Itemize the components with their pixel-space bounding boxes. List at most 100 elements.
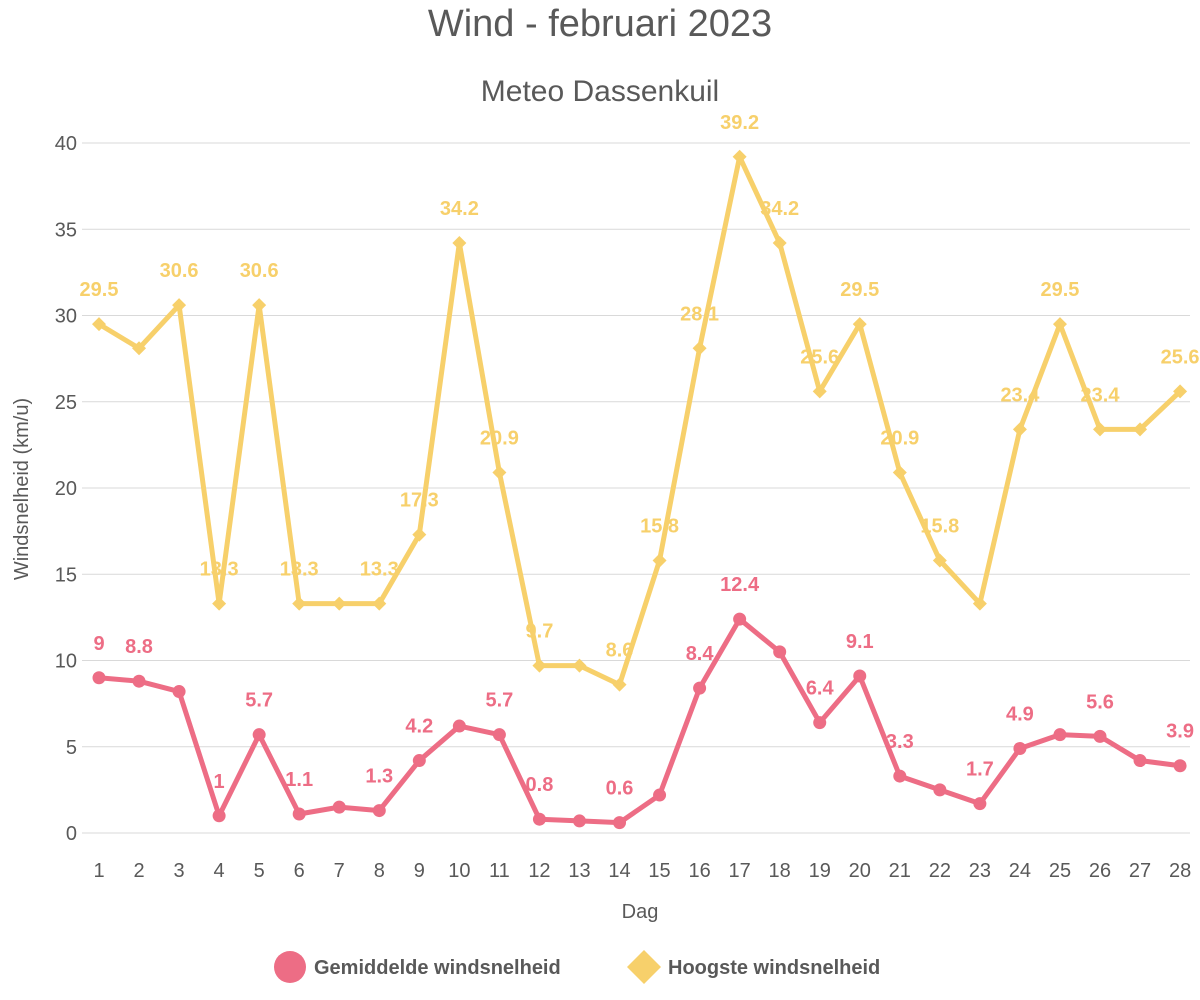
- data-label: 9.1: [846, 631, 874, 653]
- data-point[interactable]: [172, 298, 187, 313]
- data-label: 5.6: [1086, 691, 1114, 713]
- data-point[interactable]: [532, 812, 546, 826]
- data-label: 20.9: [880, 427, 919, 449]
- data-point[interactable]: [212, 809, 226, 823]
- data-point[interactable]: [613, 816, 627, 830]
- data-point[interactable]: [252, 728, 266, 742]
- x-tick-label: 19: [809, 860, 831, 882]
- x-axis-title: Dag: [622, 901, 659, 923]
- series-line: [96, 616, 1183, 826]
- legend: Gemiddelde windsnelheid Hoogste windsnel…: [274, 950, 880, 984]
- data-point[interactable]: [572, 814, 586, 828]
- data-point[interactable]: [1053, 728, 1067, 742]
- data-point[interactable]: [372, 596, 387, 611]
- data-point[interactable]: [732, 149, 747, 164]
- data-point[interactable]: [933, 783, 947, 797]
- data-point[interactable]: [252, 298, 267, 313]
- data-point[interactable]: [572, 658, 587, 673]
- data-point[interactable]: [92, 317, 106, 332]
- data-point[interactable]: [773, 645, 787, 659]
- y-tick-label: 30: [55, 306, 77, 328]
- data-point[interactable]: [973, 797, 987, 811]
- data-point[interactable]: [452, 236, 467, 251]
- x-tick-label: 5: [254, 860, 265, 882]
- data-point[interactable]: [612, 677, 627, 692]
- data-point[interactable]: [1133, 422, 1148, 437]
- data-point[interactable]: [412, 527, 427, 542]
- data-point[interactable]: [1093, 422, 1107, 437]
- data-point[interactable]: [1173, 384, 1188, 399]
- data-label: 28.1: [680, 303, 719, 325]
- data-point[interactable]: [492, 728, 506, 742]
- data-point[interactable]: [332, 596, 347, 611]
- data-point[interactable]: [532, 658, 547, 673]
- data-label: 4.9: [1006, 703, 1034, 725]
- data-point[interactable]: [492, 465, 507, 480]
- x-axis-ticks: 1 2 3 4 5 6 7 8 9 10 11 12 13 14 15 16 17 18 19 20 21 22 23 24 2…: [93, 860, 1191, 882]
- data-label: 1.3: [365, 766, 393, 788]
- data-point[interactable]: [292, 807, 306, 821]
- data-label: 8.6: [606, 640, 634, 662]
- data-point[interactable]: [92, 671, 106, 685]
- data-label: 5.7: [485, 690, 513, 712]
- data-point[interactable]: [132, 674, 146, 688]
- x-tick-label: 18: [769, 860, 791, 882]
- data-point[interactable]: [172, 685, 186, 699]
- data-label: 8.4: [686, 643, 715, 665]
- data-point[interactable]: [1052, 317, 1067, 332]
- chart-subtitle: Meteo Dassenkuil: [481, 75, 719, 108]
- data-point[interactable]: [1173, 759, 1187, 773]
- data-point[interactable]: [692, 341, 707, 356]
- y-axis-ticks: 0 5 10 15 20 25 30 35 40: [55, 133, 77, 845]
- data-point[interactable]: [1013, 741, 1027, 755]
- data-point[interactable]: [932, 553, 947, 568]
- data-label: 0.6: [606, 778, 634, 800]
- x-tick-label: 20: [849, 860, 871, 882]
- y-tick-label: 40: [55, 133, 77, 155]
- series-line: [96, 154, 1183, 688]
- data-point[interactable]: [693, 681, 707, 695]
- data-point[interactable]: [412, 754, 426, 768]
- series-layer: [92, 149, 1188, 830]
- x-tick-label: 15: [648, 860, 670, 882]
- data-label: 6.4: [806, 678, 835, 700]
- data-point[interactable]: [452, 719, 466, 733]
- data-point[interactable]: [892, 465, 907, 480]
- data-point[interactable]: [813, 716, 827, 730]
- x-tick-label: 27: [1129, 860, 1151, 882]
- data-label: 25.6: [800, 346, 839, 368]
- data-point[interactable]: [772, 236, 787, 251]
- data-point[interactable]: [733, 612, 747, 626]
- data-point[interactable]: [292, 596, 307, 611]
- data-point[interactable]: [332, 800, 346, 814]
- data-point[interactable]: [1012, 422, 1027, 437]
- legend-item-average[interactable]: Gemiddelde windsnelheid: [274, 951, 561, 983]
- data-point[interactable]: [1133, 754, 1147, 768]
- data-point[interactable]: [212, 596, 227, 611]
- data-point[interactable]: [653, 788, 667, 802]
- data-label: 20.9: [480, 427, 519, 449]
- legend-item-max[interactable]: Hoogste windsnelheid: [627, 950, 880, 984]
- data-point[interactable]: [652, 553, 667, 568]
- data-point[interactable]: [893, 769, 907, 783]
- legend-marker-circle: [274, 951, 306, 983]
- data-point[interactable]: [812, 384, 827, 399]
- data-label: 3.9: [1166, 721, 1194, 743]
- y-tick-label: 5: [66, 737, 77, 759]
- data-label: 3.3: [886, 731, 914, 753]
- data-label: 8.8: [125, 636, 153, 658]
- y-tick-label: 10: [55, 651, 77, 673]
- x-tick-label: 1: [93, 860, 104, 882]
- data-label: 29.5: [80, 279, 119, 301]
- x-tick-label: 17: [729, 860, 751, 882]
- data-point[interactable]: [852, 317, 867, 332]
- data-point[interactable]: [1093, 729, 1107, 743]
- data-point[interactable]: [132, 341, 147, 356]
- data-point[interactable]: [853, 669, 867, 683]
- data-point[interactable]: [972, 596, 987, 611]
- data-label: 30.6: [160, 260, 199, 282]
- y-tick-label: 15: [55, 564, 77, 586]
- x-tick-label: 2: [133, 860, 144, 882]
- data-point[interactable]: [372, 804, 386, 818]
- data-label: 25.6: [1161, 346, 1200, 368]
